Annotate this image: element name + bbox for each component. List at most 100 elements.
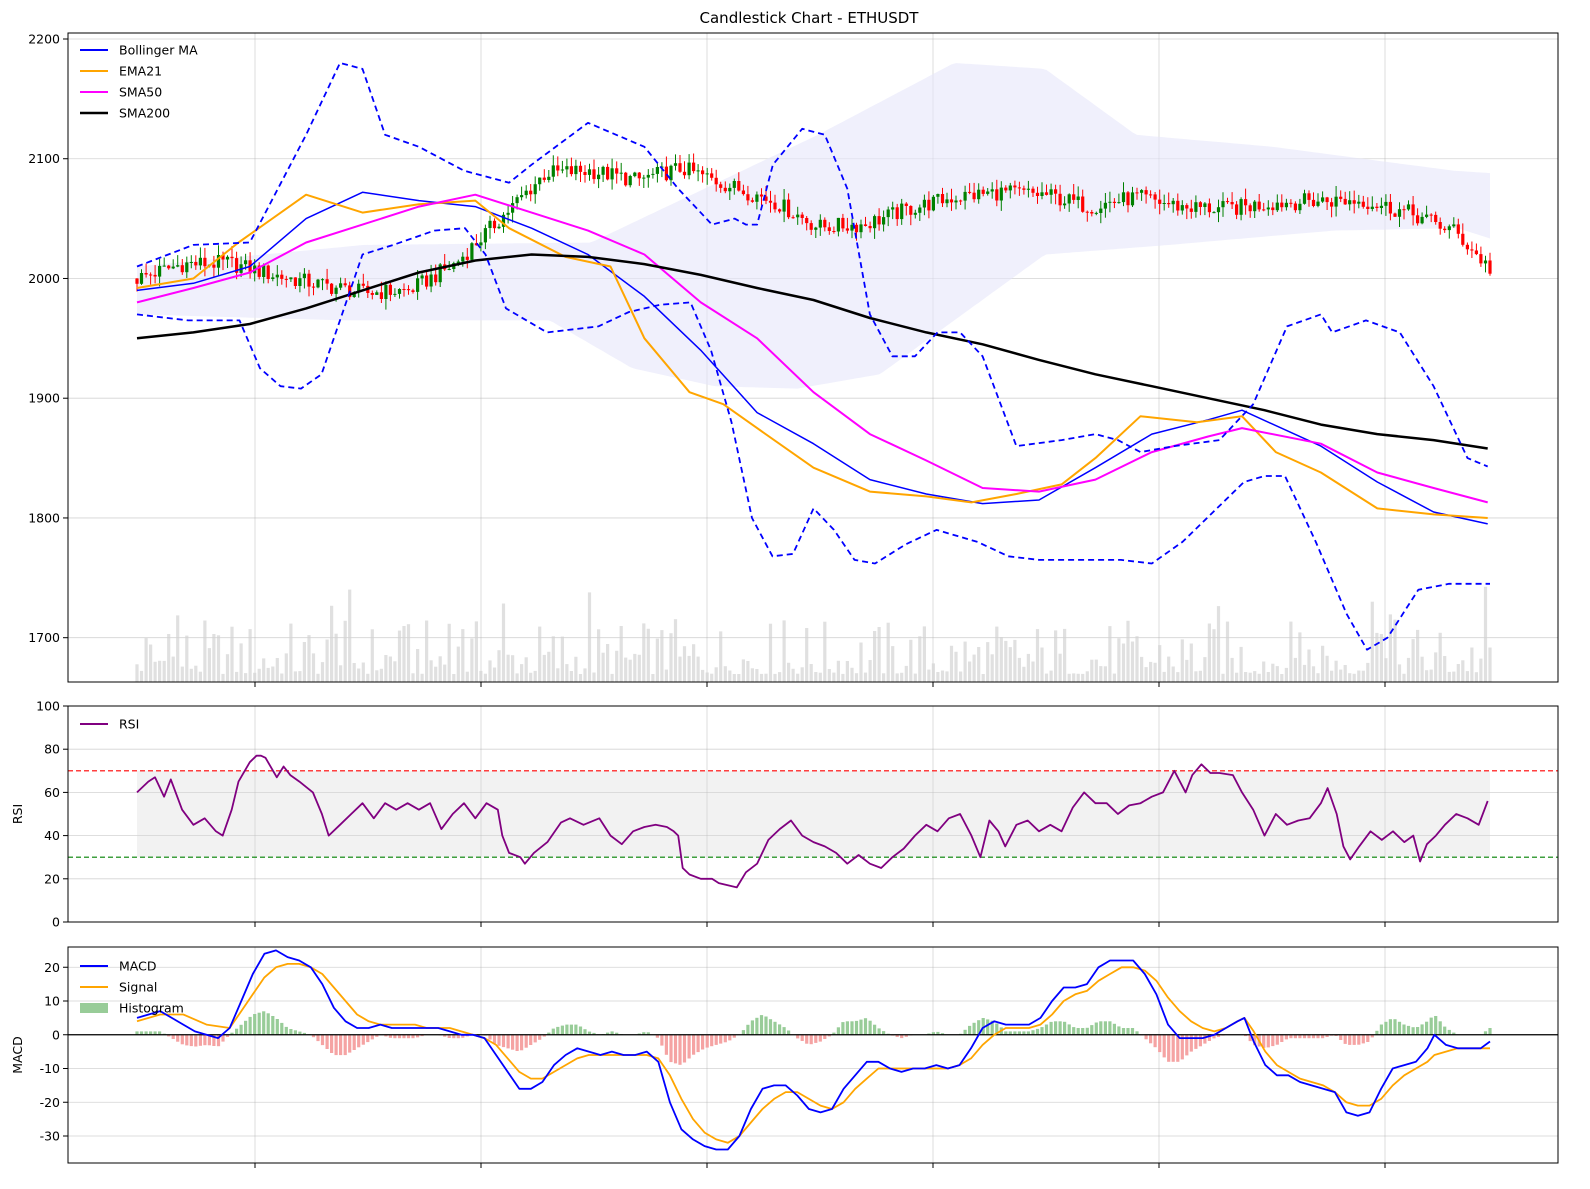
histogram-bar xyxy=(610,1031,614,1035)
volume-bar xyxy=(316,673,320,682)
histogram-bar xyxy=(728,1034,732,1041)
volume-bar xyxy=(1483,586,1488,682)
candle-body xyxy=(1235,204,1239,215)
histogram-bar xyxy=(397,1034,402,1039)
histogram-bar xyxy=(1321,1034,1325,1039)
volume-bar xyxy=(1026,653,1030,682)
volume-bar xyxy=(574,656,578,682)
candle-body xyxy=(868,226,872,229)
candle-body xyxy=(741,190,745,195)
candle-body xyxy=(1293,203,1297,211)
candle-body xyxy=(266,265,270,279)
candle-body xyxy=(1044,192,1049,195)
candle-body xyxy=(1085,211,1089,213)
histogram-bar xyxy=(705,1034,709,1048)
volume-bar xyxy=(637,654,641,682)
volume-bar xyxy=(1221,673,1225,682)
volume-bar xyxy=(311,653,316,682)
volume-bar xyxy=(687,655,691,682)
histogram-bar xyxy=(1352,1034,1356,1045)
histogram-bar xyxy=(216,1034,221,1047)
volume-bar xyxy=(307,635,311,682)
candle-body xyxy=(587,169,592,175)
volume-bar xyxy=(452,674,456,682)
legend-label: Histogram xyxy=(119,1001,184,1016)
histogram-bar xyxy=(533,1034,537,1043)
volume-bar xyxy=(506,654,510,682)
y-tick-label: 20 xyxy=(44,871,60,886)
candle-body xyxy=(1180,205,1184,211)
volume-bar xyxy=(411,673,415,682)
candle-body xyxy=(1239,199,1243,215)
histogram-bar xyxy=(1316,1034,1320,1039)
histogram-bar xyxy=(180,1034,184,1045)
histogram-bar xyxy=(800,1034,804,1041)
volume-bar xyxy=(1072,673,1076,682)
volume-bar xyxy=(832,672,836,682)
volume-bar xyxy=(615,650,619,682)
histogram-bar xyxy=(452,1034,456,1039)
volume-bar xyxy=(438,656,442,682)
candle-body xyxy=(986,191,990,194)
histogram-bar xyxy=(995,1023,999,1035)
histogram-bar xyxy=(1194,1034,1198,1049)
histogram-bar xyxy=(637,1033,641,1035)
volume-bar xyxy=(990,654,994,682)
volume-bar xyxy=(275,658,279,682)
histogram-bar xyxy=(814,1034,818,1043)
volume-bar xyxy=(796,673,800,682)
candle-body xyxy=(682,171,687,176)
volume-bar xyxy=(1049,670,1053,682)
volume-bar xyxy=(1280,674,1284,682)
volume-bar xyxy=(741,659,745,682)
candle-body xyxy=(1330,202,1334,207)
candle-body xyxy=(1321,197,1325,202)
histogram-bar xyxy=(456,1034,460,1039)
histogram-bar xyxy=(1248,1034,1252,1042)
candle-body xyxy=(818,219,822,228)
histogram-bar xyxy=(393,1034,397,1039)
histogram-bar xyxy=(1026,1031,1030,1035)
histogram-bar xyxy=(1153,1034,1157,1048)
histogram-bar xyxy=(968,1025,972,1035)
volume-bar xyxy=(298,671,302,682)
candle-body xyxy=(1483,260,1488,264)
candle-body xyxy=(1194,202,1198,212)
volume-bar xyxy=(1158,645,1162,682)
histogram-bar xyxy=(1162,1034,1166,1058)
candle-body xyxy=(1108,201,1112,203)
histogram-bar xyxy=(266,1013,270,1035)
volume-bar xyxy=(1212,629,1216,682)
histogram-bar xyxy=(311,1034,316,1038)
histogram-bar xyxy=(1126,1028,1130,1035)
candle-body xyxy=(411,290,415,292)
volume-bar xyxy=(868,660,872,682)
candle-body xyxy=(465,256,469,260)
volume-bar xyxy=(207,648,211,682)
histogram-bar xyxy=(1176,1034,1180,1062)
histogram-bar xyxy=(176,1034,180,1042)
volume-bar xyxy=(542,654,546,682)
candle-body xyxy=(619,172,623,174)
price-panel: 1700 1800 1900 2000 2100 2200 Bollinger MA EMA2… xyxy=(28,31,1559,687)
candle-body xyxy=(1054,189,1058,194)
histogram-bar xyxy=(1180,1034,1184,1060)
candle-body xyxy=(1176,200,1180,211)
candle-body xyxy=(1040,192,1044,196)
histogram-bar xyxy=(1311,1034,1316,1039)
candle-body xyxy=(814,227,818,230)
volume-bar xyxy=(194,665,198,682)
y-tick-label: 1700 xyxy=(28,630,60,645)
series-line-sma200 xyxy=(136,253,1488,450)
volume-bar xyxy=(239,643,243,682)
volume-bar xyxy=(1076,673,1080,682)
volume-bar xyxy=(1384,658,1388,682)
histogram-bar xyxy=(750,1020,754,1035)
volume-bar xyxy=(1271,663,1275,682)
candle-body xyxy=(1429,214,1433,216)
volume-bar xyxy=(352,663,356,682)
histogram-bar xyxy=(1008,1031,1012,1035)
volume-bar xyxy=(931,663,935,682)
histogram-bar xyxy=(325,1034,329,1049)
